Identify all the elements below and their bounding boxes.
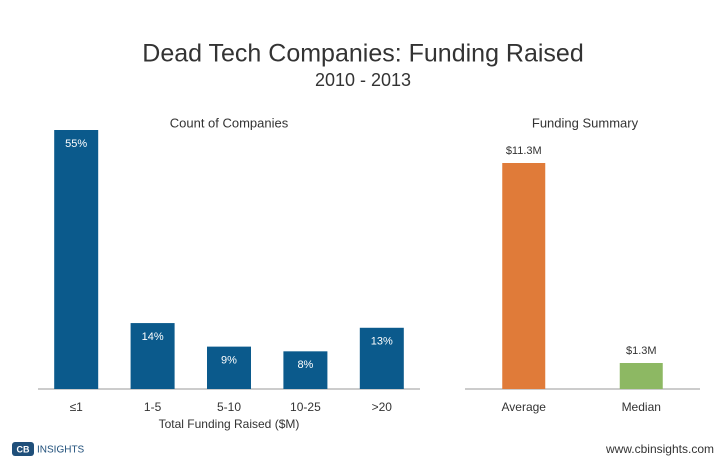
bar [359,327,404,389]
x-tick-label: 1-5 [144,400,162,414]
x-tick-label: 10-25 [290,400,321,414]
value-label: 13% [371,336,393,348]
logo-mark: CB [17,444,30,454]
bar [54,130,99,389]
x-axis-label: Total Funding Raised ($M) [159,417,300,431]
bar [207,346,251,389]
bar [619,363,663,389]
chart-title: Funding Summary [532,115,639,130]
footer-url: www.cbinsights.com [605,442,714,456]
logo-icon [12,442,34,456]
page-subtitle: 2010 - 2013 [315,70,411,90]
x-tick-label: 5-10 [217,400,241,414]
value-label: 14% [142,331,164,343]
bar [502,163,546,389]
logo: CB INSIGHTS [12,442,85,456]
bar [283,351,328,389]
value-label: $1.3M [626,345,657,357]
value-label: $11.3M [506,145,542,157]
chart-title: Count of Companies [170,115,289,130]
x-tick-label: ≤1 [70,400,84,414]
logo-text: INSIGHTS [37,445,85,456]
value-label: 9% [221,355,237,367]
x-tick-label: >20 [372,400,393,414]
page-title: Dead Tech Companies: Funding Raised [142,40,583,68]
value-label: 55% [65,138,87,150]
x-tick-label: Average [502,400,547,414]
x-tick-label: Median [622,400,661,414]
bar [130,323,175,389]
value-label: 8% [297,359,313,371]
